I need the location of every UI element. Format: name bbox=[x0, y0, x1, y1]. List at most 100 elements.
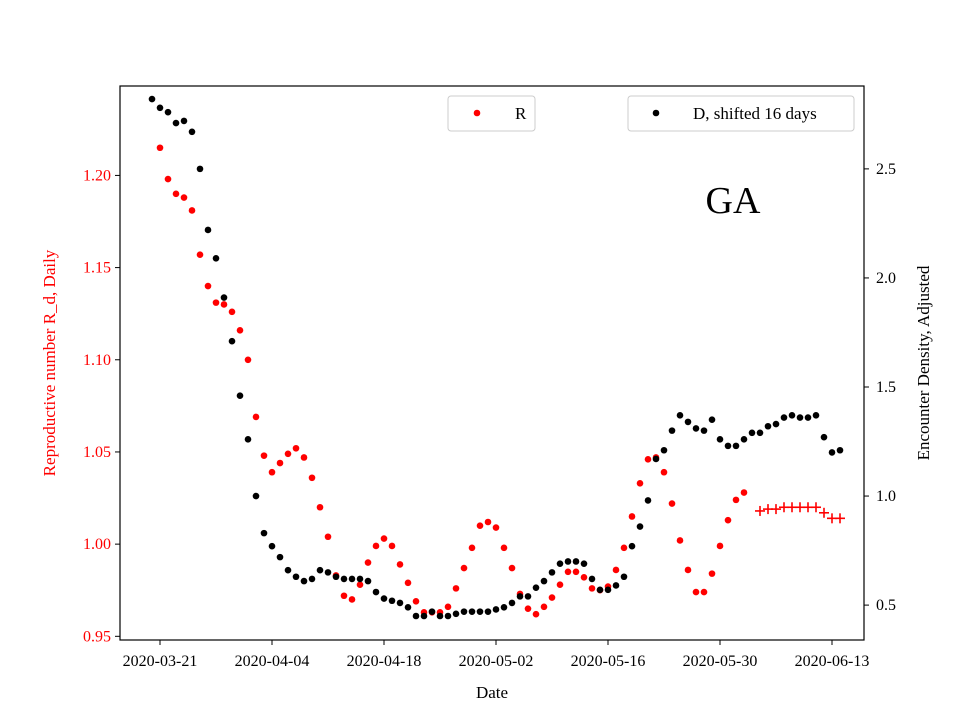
d-data-point bbox=[236, 392, 244, 400]
r-data-point bbox=[180, 194, 188, 201]
d-data-point bbox=[316, 566, 324, 574]
d-data-point bbox=[492, 606, 500, 613]
r-data-point bbox=[164, 175, 172, 183]
d-data-point bbox=[700, 427, 708, 434]
d-data-point bbox=[740, 436, 748, 443]
legend-d-box bbox=[627, 95, 855, 132]
d-data-point bbox=[356, 575, 364, 583]
d-data-point bbox=[404, 603, 412, 611]
r-data-point bbox=[228, 308, 236, 316]
d-data-point bbox=[476, 608, 484, 615]
r-data-point bbox=[412, 597, 420, 605]
d-data-point bbox=[428, 608, 436, 615]
d-data-point bbox=[716, 436, 724, 443]
d-data-point bbox=[516, 593, 524, 600]
d-data-point bbox=[372, 588, 380, 596]
r-data-point bbox=[252, 413, 260, 421]
d-data-point bbox=[396, 599, 404, 607]
d-data-point bbox=[692, 425, 700, 432]
d-data-point bbox=[212, 255, 220, 262]
r-data-point bbox=[356, 581, 364, 588]
r-data-point bbox=[364, 559, 372, 566]
left-tick-label: 1.15 bbox=[83, 260, 111, 277]
d-data-point bbox=[756, 429, 764, 437]
r-data-point bbox=[708, 570, 716, 577]
d-data-point bbox=[148, 95, 156, 103]
r-data-point bbox=[724, 516, 732, 524]
d-data-point bbox=[284, 566, 292, 574]
x-tick-label: 2020-03-21 bbox=[123, 653, 198, 670]
r-data-point bbox=[388, 542, 396, 550]
d-data-point bbox=[588, 575, 596, 583]
d-data-point bbox=[780, 414, 788, 421]
d-data-point bbox=[228, 337, 236, 345]
x-tick-label: 2020-05-02 bbox=[459, 653, 534, 670]
r-data-point bbox=[236, 326, 244, 334]
r-data-point bbox=[732, 496, 740, 504]
d-data-point bbox=[668, 427, 676, 434]
r-data-point bbox=[620, 544, 628, 552]
r-data-point bbox=[460, 564, 468, 572]
legend-d-label: D, shifted 16 days bbox=[693, 104, 817, 123]
r-data-point bbox=[508, 564, 516, 572]
data-marks bbox=[148, 95, 845, 620]
d-data-point bbox=[636, 523, 644, 530]
d-data-point bbox=[604, 586, 612, 594]
r-data-point bbox=[492, 524, 500, 531]
left-tick-label: 0.95 bbox=[83, 628, 111, 645]
x-tick-label: 2020-05-16 bbox=[571, 653, 646, 670]
d-data-point bbox=[812, 412, 820, 419]
left-axis-label: Reproductive number R_d, Daily bbox=[40, 249, 59, 476]
r-data-point bbox=[324, 533, 332, 541]
state-annotation: GA bbox=[706, 180, 761, 222]
d-data-point bbox=[172, 119, 180, 127]
d-data-point bbox=[684, 418, 692, 426]
r-data-point bbox=[668, 500, 676, 507]
r-data-point bbox=[292, 444, 300, 452]
d-data-point bbox=[268, 542, 276, 550]
d-data-point bbox=[300, 577, 308, 585]
left-tick-label: 1.05 bbox=[83, 444, 111, 461]
d-data-point bbox=[348, 575, 356, 583]
right-y-axis: 0.5 1.0 1.5 2.0 2.5 bbox=[864, 161, 896, 614]
r-data-point bbox=[700, 588, 708, 596]
d-data-point bbox=[204, 226, 212, 234]
legend-r-box bbox=[447, 95, 536, 132]
legend-d: D, shifted 16 days bbox=[627, 95, 855, 132]
right-tick-label: 2.0 bbox=[876, 270, 896, 287]
r-data-point bbox=[716, 542, 724, 550]
d-data-point bbox=[340, 575, 348, 583]
r-data-point bbox=[556, 581, 564, 588]
r-data-point bbox=[580, 574, 588, 581]
r-data-point bbox=[220, 301, 228, 308]
r-data-point bbox=[172, 190, 180, 198]
d-data-point bbox=[644, 497, 652, 504]
d-data-point bbox=[484, 608, 492, 615]
r-data-point bbox=[476, 522, 484, 529]
d-data-point bbox=[804, 414, 812, 421]
d-data-point bbox=[764, 422, 772, 430]
r-data-plus bbox=[811, 502, 821, 513]
d-data-point bbox=[836, 446, 844, 454]
r-data-point bbox=[548, 594, 556, 601]
r-data-point bbox=[468, 544, 476, 552]
left-y-axis: 0.95 1.00 1.05 1.10 1.15 1.20 bbox=[83, 167, 120, 645]
r-data-point bbox=[588, 585, 596, 592]
r-data-point bbox=[452, 585, 460, 592]
d-data-point bbox=[828, 449, 836, 456]
d-data-point bbox=[820, 433, 828, 441]
r-data-point bbox=[316, 503, 324, 511]
r-data-point bbox=[644, 456, 652, 463]
r-data-point bbox=[212, 299, 220, 306]
d-data-point bbox=[452, 610, 460, 618]
r-data-point bbox=[308, 474, 316, 482]
r-data-point bbox=[244, 356, 252, 364]
d-data-point bbox=[580, 560, 588, 567]
d-data-point bbox=[324, 569, 332, 576]
r-data-point bbox=[628, 513, 636, 520]
r-data-point bbox=[524, 605, 532, 612]
d-data-point bbox=[628, 542, 636, 550]
d-data-point bbox=[660, 446, 668, 454]
legend-r-label: R bbox=[515, 104, 527, 123]
right-tick-label: 1.5 bbox=[876, 379, 896, 396]
